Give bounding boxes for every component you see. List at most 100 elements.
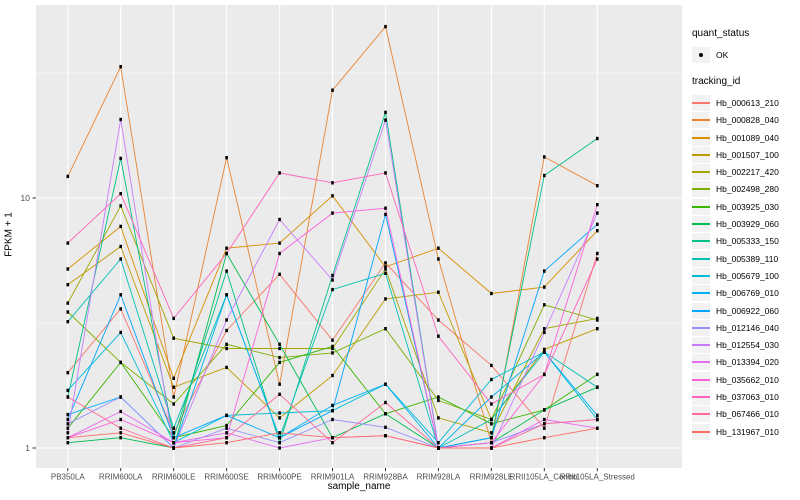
legend-line-swatch [692, 344, 710, 347]
legend-item: Hb_067466_010 [692, 406, 798, 423]
data-point [490, 363, 493, 368]
data-point [278, 446, 281, 450]
data-point [437, 446, 440, 450]
data-point [437, 257, 440, 261]
legend-line-swatch [692, 378, 710, 381]
legend-item-label: Hb_037063_010 [716, 391, 779, 402]
data-point [331, 373, 334, 378]
data-point [66, 412, 70, 417]
legend-item-label: Hb_035662_010 [716, 374, 779, 385]
data-point [490, 402, 493, 406]
data-point [543, 155, 546, 159]
data-point [331, 351, 334, 355]
data-point [543, 347, 546, 352]
data-point [543, 173, 546, 178]
data-point [437, 416, 440, 420]
legend-key-box [692, 285, 710, 302]
legend-line-swatch [692, 188, 710, 191]
data-point [119, 293, 122, 297]
legend-item-label: Hb_000613_210 [716, 97, 779, 108]
data-point [543, 285, 546, 289]
data-point [437, 318, 440, 322]
data-point [278, 217, 281, 222]
x-tick-label: PB350LA [51, 473, 85, 482]
legend-key-box [692, 94, 710, 111]
legend: quant_status OK tracking_id Hb_000613_21… [692, 28, 798, 440]
legend-key-box [692, 388, 710, 405]
data-point [278, 360, 281, 365]
data-point [66, 436, 70, 440]
legend-line-swatch [692, 292, 710, 295]
data-point [384, 24, 387, 29]
data-point [384, 271, 387, 275]
data-point [119, 431, 122, 435]
data-point [596, 229, 599, 233]
legend-key-box [692, 164, 710, 181]
data-point [278, 411, 281, 415]
legend-line-swatch [692, 240, 710, 243]
data-point [172, 395, 175, 399]
legend-item-label: Hb_067466_010 [716, 409, 779, 420]
data-point [490, 446, 493, 450]
legend-key-box [692, 319, 710, 336]
data-point [66, 417, 70, 422]
x-tick-label: RRIM901LA [311, 473, 355, 482]
data-point [225, 156, 228, 160]
data-point [543, 330, 546, 335]
legend-line-swatch [692, 171, 710, 174]
data-point [384, 206, 387, 210]
data-point [437, 290, 440, 294]
legend-item: Hb_005679_100 [692, 267, 798, 284]
data-point [543, 408, 546, 412]
legend-line-swatch [692, 136, 710, 139]
data-point [596, 257, 599, 261]
data-point [331, 344, 334, 349]
data-point [66, 301, 70, 305]
data-point [119, 257, 122, 261]
data-point [596, 385, 599, 389]
legend-key-box [692, 406, 710, 423]
data-point [172, 336, 175, 340]
data-point [119, 65, 122, 69]
data-point [384, 412, 387, 416]
legend-key-box [692, 46, 710, 63]
legend-item: Hb_000613_210 [692, 94, 798, 111]
data-point [278, 441, 281, 445]
data-point [331, 346, 334, 351]
data-point [596, 184, 599, 188]
data-point [384, 171, 387, 175]
data-point [225, 269, 228, 273]
legend-line-swatch [692, 430, 710, 433]
legend-item-label: OK [716, 49, 729, 60]
legend-item-label: Hb_003929_060 [716, 219, 779, 230]
data-point [437, 334, 440, 338]
data-point [331, 194, 334, 198]
legend-item-label: Hb_005679_100 [716, 270, 779, 281]
data-point [543, 426, 546, 430]
legend-item: Hb_001507_100 [692, 146, 798, 163]
legend-line-swatch [692, 257, 710, 260]
point-marker-icon [699, 52, 703, 57]
data-point [119, 436, 122, 440]
data-point [119, 330, 122, 335]
data-point [172, 441, 175, 445]
data-point [66, 388, 70, 393]
data-point [331, 287, 334, 292]
data-point [225, 423, 228, 428]
data-point [596, 327, 599, 331]
data-point [384, 327, 387, 331]
legend-line-swatch [692, 153, 710, 156]
legend-item: Hb_013394_020 [692, 354, 798, 371]
legend-item: Hb_006769_010 [692, 285, 798, 302]
legend-key-box [692, 233, 710, 250]
data-point [331, 338, 334, 342]
legend-entries: Hb_000613_210 Hb_000828_040 Hb_001089_040 H… [692, 94, 798, 440]
data-point [172, 316, 175, 321]
data-point [543, 327, 546, 331]
data-point [225, 365, 228, 370]
data-point [384, 267, 387, 271]
data-point [278, 436, 281, 440]
data-point [437, 395, 440, 399]
data-point [225, 251, 228, 256]
